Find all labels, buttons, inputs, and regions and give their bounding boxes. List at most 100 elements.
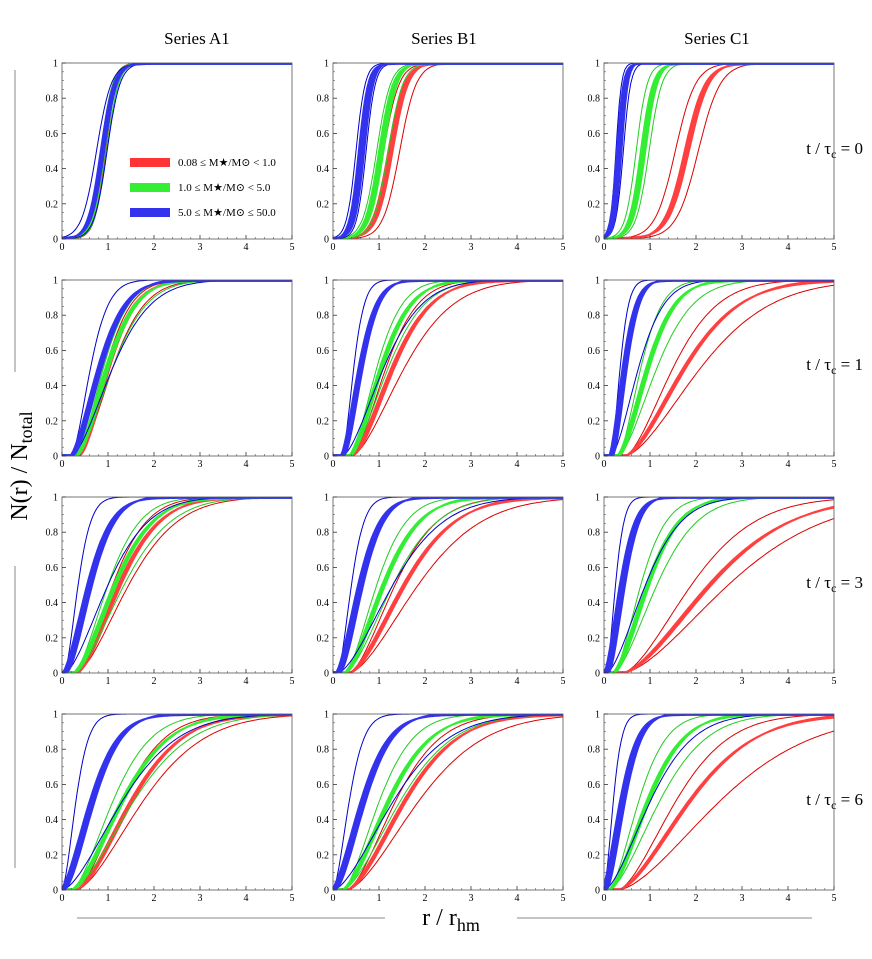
red-envelope-line-1 xyxy=(604,63,834,239)
x-tick-label: 4 xyxy=(786,893,791,904)
green-median-band xyxy=(604,497,834,673)
x-tick-label: 0 xyxy=(331,459,336,470)
y-tick-label: 1 xyxy=(595,59,600,70)
y-tick-label: 0 xyxy=(53,452,58,463)
plot-area xyxy=(604,497,834,673)
y-tick-label: 0.2 xyxy=(317,850,330,861)
legend: 0.08 ≤ M★/M⊙ < 1.0 1.0 ≤ M★/M⊙ < 5.0 5.0… xyxy=(130,157,276,219)
y-tick-label: 0.6 xyxy=(317,563,330,574)
panel-r1-c2: 0 1 2 3 4 5 0 0.2 0.4 0.6 0.8 1 xyxy=(588,276,837,471)
green-median-band xyxy=(604,280,834,456)
red-envelope-line-0 xyxy=(62,280,292,456)
column-title-a1: Series A1 xyxy=(164,29,230,48)
blue-median-band xyxy=(604,280,834,456)
y-tick-label: 0.4 xyxy=(46,598,59,609)
row-label-1: t / τc = 1 xyxy=(806,355,863,377)
green-median-band xyxy=(333,63,563,239)
x-tick-label: 4 xyxy=(244,676,249,687)
panel-r2-c1: 0 1 2 3 4 5 0 0.2 0.4 0.6 0.8 1 xyxy=(317,493,566,688)
y-tick-label: 0.4 xyxy=(46,815,59,826)
green-envelope-line-0 xyxy=(333,714,563,890)
x-tick-label: 4 xyxy=(786,676,791,687)
x-tick-label: 3 xyxy=(469,242,474,253)
y-tick-label: 0.4 xyxy=(588,381,601,392)
x-tick-label: 3 xyxy=(198,893,203,904)
blue-envelope-line-0 xyxy=(62,280,292,456)
y-tick-label: 0 xyxy=(53,886,58,897)
red-median-band xyxy=(604,505,834,673)
x-tick-label: 4 xyxy=(244,893,249,904)
y-tick-label: 0 xyxy=(324,235,329,246)
y-tick-label: 0.8 xyxy=(317,528,330,539)
y-tick-label: 0.4 xyxy=(588,164,601,175)
blue-median-band xyxy=(604,63,834,239)
x-tick-label: 2 xyxy=(694,459,699,470)
legend-swatch-green xyxy=(130,183,170,192)
x-tick-label: 4 xyxy=(515,242,520,253)
y-tick-label: 0.6 xyxy=(317,129,330,140)
blue-envelope-line-0 xyxy=(604,280,834,456)
x-tick-label: 4 xyxy=(786,242,791,253)
y-tick-label: 1 xyxy=(53,276,58,287)
panel-frame xyxy=(332,713,564,891)
x-tick-label: 1 xyxy=(648,893,653,904)
x-tick-label: 4 xyxy=(515,893,520,904)
y-tick-label: 0 xyxy=(595,452,600,463)
y-tick-label: 0.8 xyxy=(317,94,330,105)
blue-envelope-line-1 xyxy=(604,497,834,673)
blue-median-band xyxy=(62,280,292,456)
blue-envelope-line-0 xyxy=(333,280,563,456)
y-tick-label: 0.2 xyxy=(46,850,59,861)
green-envelope-line-0 xyxy=(333,497,563,673)
red-envelope-line-1 xyxy=(604,518,834,673)
y-tick-label: 0.6 xyxy=(588,780,601,791)
x-tick-label: 4 xyxy=(515,459,520,470)
x-tick-label: 0 xyxy=(331,893,336,904)
green-median-band xyxy=(604,714,834,890)
red-envelope-line-1 xyxy=(62,715,292,890)
blue-envelope-line-1 xyxy=(62,63,292,239)
x-tick-label: 5 xyxy=(832,459,837,470)
x-tick-label: 1 xyxy=(377,459,382,470)
y-tick-label: 0 xyxy=(53,669,58,680)
x-tick-label: 3 xyxy=(469,893,474,904)
green-median-band xyxy=(333,497,563,673)
y-tick-label: 1 xyxy=(595,493,600,504)
y-tick-label: 0 xyxy=(324,886,329,897)
x-tick-label: 2 xyxy=(423,893,428,904)
y-tick-label: 1 xyxy=(324,710,329,721)
panel-r0-c1: 0 1 2 3 4 5 0 0.2 0.4 0.6 0.8 1 xyxy=(317,59,566,254)
x-tick-label: 3 xyxy=(469,459,474,470)
y-tick-label: 0.2 xyxy=(46,633,59,644)
y-tick-label: 0.2 xyxy=(588,850,601,861)
column-title-c1: Series C1 xyxy=(684,29,750,48)
y-tick-label: 0.6 xyxy=(46,780,59,791)
blue-median-band xyxy=(604,497,834,673)
x-tick-label: 1 xyxy=(106,459,111,470)
y-tick-label: 0.4 xyxy=(588,815,601,826)
panel-frame xyxy=(61,279,293,457)
y-tick-label: 0 xyxy=(53,235,58,246)
panel-r3-c2: 0 1 2 3 4 5 0 0.2 0.4 0.6 0.8 1 xyxy=(588,710,837,905)
x-tick-label: 0 xyxy=(60,459,65,470)
blue-median-band xyxy=(333,497,563,673)
y-tick-label: 0.6 xyxy=(588,346,601,357)
legend-label-red: 0.08 ≤ M★/M⊙ < 1.0 xyxy=(178,157,276,169)
y-tick-label: 0.8 xyxy=(588,311,601,322)
y-tick-label: 0 xyxy=(324,452,329,463)
red-envelope-line-1 xyxy=(62,497,292,673)
blue-envelope-line-0 xyxy=(333,497,563,673)
blue-envelope-line-1 xyxy=(62,714,292,890)
x-tick-label: 4 xyxy=(786,459,791,470)
green-envelope-line-0 xyxy=(333,63,563,239)
x-tick-label: 2 xyxy=(694,242,699,253)
y-tick-label: 0.2 xyxy=(588,633,601,644)
red-envelope-line-1 xyxy=(333,499,563,673)
red-median-band xyxy=(604,280,834,456)
panel-r1-c0: 0 1 2 3 4 5 0 0.2 0.4 0.6 0.8 1 xyxy=(46,276,295,471)
x-tick-label: 5 xyxy=(832,893,837,904)
y-tick-label: 0.2 xyxy=(46,416,59,427)
x-tick-label: 1 xyxy=(106,893,111,904)
y-tick-label: 0.8 xyxy=(46,94,59,105)
